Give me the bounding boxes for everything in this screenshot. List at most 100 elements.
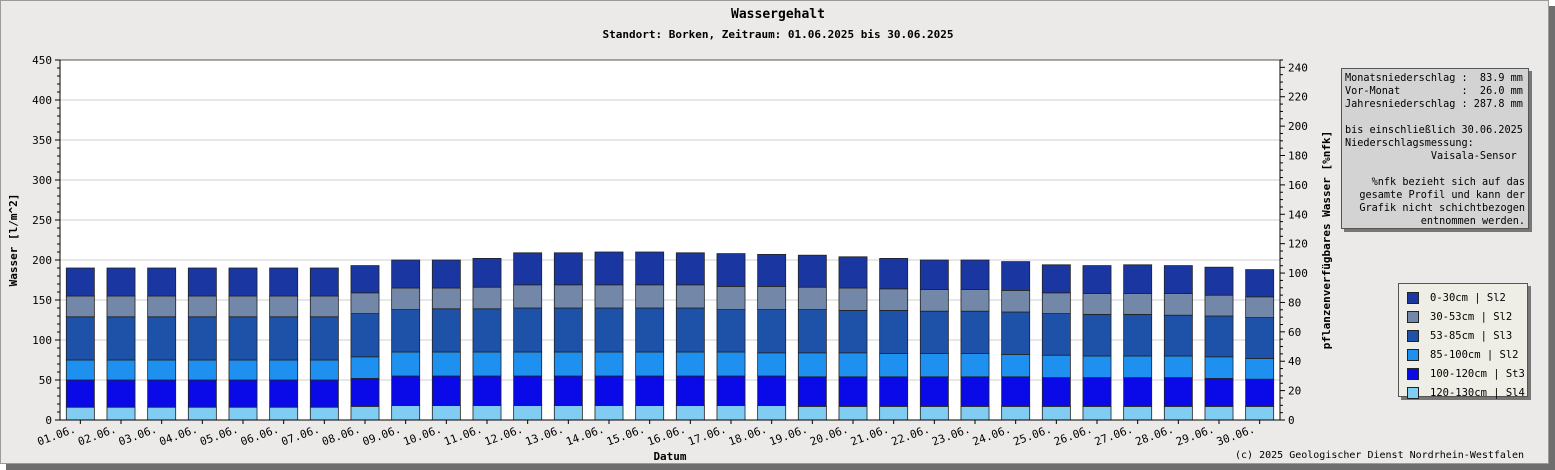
bar-segment bbox=[65, 295, 95, 318]
bar-segment bbox=[147, 316, 177, 361]
x-tick-label: 06.06. bbox=[239, 423, 281, 449]
bar-segment bbox=[838, 287, 868, 311]
x-tick-label: 23.06. bbox=[930, 423, 972, 449]
bar-segment bbox=[716, 253, 746, 287]
x-tick-label: 12.06. bbox=[483, 423, 525, 449]
bar-segment bbox=[228, 267, 258, 297]
y2-tick-label: 160 bbox=[1288, 179, 1308, 192]
bar-segment bbox=[757, 253, 787, 287]
bar-segment bbox=[1001, 261, 1031, 291]
bar-segment bbox=[594, 405, 624, 421]
frame-shadow-bottom bbox=[6, 464, 1555, 470]
x-tick-label: 18.06. bbox=[727, 423, 769, 449]
bar-segment bbox=[1001, 353, 1031, 378]
x-tick-label: 27.06. bbox=[1093, 423, 1135, 449]
bar-segment bbox=[472, 257, 502, 288]
bar-segment bbox=[147, 295, 177, 318]
bar-segment bbox=[553, 375, 583, 407]
y-axis-left: 0 50 100 150 200 250 300 350 400 450 bbox=[32, 54, 61, 427]
bar-segment bbox=[391, 287, 421, 311]
bar-segment bbox=[716, 405, 746, 421]
legend-item-53-85cm: 53-85cm | Sl3 bbox=[1399, 326, 1527, 345]
bar-segment bbox=[65, 406, 95, 421]
bar-segment bbox=[879, 288, 909, 311]
bar-segment bbox=[1082, 313, 1112, 357]
bar-segment bbox=[675, 284, 705, 309]
y-tick-label: 100 bbox=[32, 334, 52, 347]
copyright-text: (c) 2025 Geologischer Dienst Nordrhein-W… bbox=[1235, 450, 1524, 461]
x-tick-label: 05.06. bbox=[198, 423, 240, 449]
x-tick-label: 30.06. bbox=[1215, 423, 1257, 449]
bar-segment bbox=[350, 405, 380, 421]
y-tick-label: 450 bbox=[32, 54, 52, 67]
bar-segment bbox=[838, 376, 868, 407]
bar-segment bbox=[919, 259, 949, 291]
y2-tick-label: 0 bbox=[1288, 414, 1295, 427]
bar-segment bbox=[187, 359, 217, 381]
legend-label: 53-85cm | Sl3 bbox=[1430, 329, 1513, 342]
bar-segment bbox=[431, 287, 461, 310]
bar-segment bbox=[553, 405, 583, 421]
bar-segment bbox=[472, 405, 502, 421]
x-tick-label: 09.06. bbox=[361, 423, 403, 449]
x-tick-label: 16.06. bbox=[646, 423, 688, 449]
bar-segment bbox=[1123, 313, 1153, 357]
bar-segment bbox=[757, 352, 787, 377]
bar-segment bbox=[106, 379, 136, 408]
chart-title: Wassergehalt bbox=[731, 7, 825, 22]
bar-segment bbox=[309, 295, 339, 318]
frame-shadow-right bbox=[1549, 6, 1555, 470]
bar-segment bbox=[391, 405, 421, 421]
chart-subtitle: Standort: Borken, Zeitraum: 01.06.2025 b… bbox=[603, 28, 954, 41]
bar-segment bbox=[431, 351, 461, 377]
y2-tick-label: 40 bbox=[1288, 355, 1301, 368]
bar-segment bbox=[513, 307, 543, 353]
bar-segment bbox=[635, 284, 665, 309]
bar-segment bbox=[65, 316, 95, 361]
y-axis-right: 0 20 40 60 80 100 120 140 160 180 200 220 240 bbox=[1279, 59, 1308, 427]
legend-swatch bbox=[1407, 291, 1419, 304]
bar-segment bbox=[1163, 265, 1193, 295]
bar-segment bbox=[472, 286, 502, 310]
bar-segment bbox=[1123, 405, 1153, 421]
bar-segment bbox=[1204, 315, 1234, 358]
bar-segment bbox=[1041, 292, 1071, 314]
bar-segment bbox=[716, 309, 746, 353]
bar-segment bbox=[1245, 378, 1275, 407]
bar-segment bbox=[594, 284, 624, 309]
bar-segment bbox=[1163, 355, 1193, 379]
bar-segment bbox=[960, 376, 990, 407]
bar-segment bbox=[553, 284, 583, 309]
bar-segment bbox=[879, 376, 909, 407]
bar-segment bbox=[106, 267, 136, 297]
bar-segment bbox=[350, 265, 380, 294]
bars-group bbox=[65, 251, 1275, 421]
y2-tick-label: 180 bbox=[1288, 150, 1308, 163]
bar-segment bbox=[879, 309, 909, 354]
bar-segment bbox=[635, 251, 665, 286]
x-tick-label: 21.06. bbox=[849, 423, 891, 449]
bar-segment bbox=[309, 379, 339, 408]
bar-segment bbox=[838, 309, 868, 354]
info-line: %nfk bezieht sich auf das bbox=[1371, 177, 1525, 188]
info-line: bis einschließlich 30.06.2025 bbox=[1345, 125, 1523, 136]
y-tick-label: 400 bbox=[32, 94, 52, 107]
bar-segment bbox=[431, 405, 461, 421]
bar-segment bbox=[594, 307, 624, 353]
bar-segment bbox=[513, 284, 543, 309]
bar-segment bbox=[106, 359, 136, 381]
bar-segment bbox=[797, 254, 827, 288]
bar-segment bbox=[1082, 355, 1112, 379]
bar-segment bbox=[1163, 377, 1193, 407]
x-axis-label: Datum bbox=[653, 450, 686, 463]
bar-segment bbox=[391, 375, 421, 407]
bar-segment bbox=[472, 351, 502, 377]
info-line: Niederschlagsmessung: bbox=[1345, 138, 1474, 149]
bar-segment bbox=[879, 405, 909, 421]
bar-segment bbox=[1001, 289, 1031, 313]
bar-segment bbox=[431, 259, 461, 289]
bar-segment bbox=[1123, 293, 1153, 315]
x-tick-label: 07.06. bbox=[280, 423, 322, 449]
y2-tick-label: 140 bbox=[1288, 208, 1308, 221]
bar-segment bbox=[1123, 377, 1153, 407]
